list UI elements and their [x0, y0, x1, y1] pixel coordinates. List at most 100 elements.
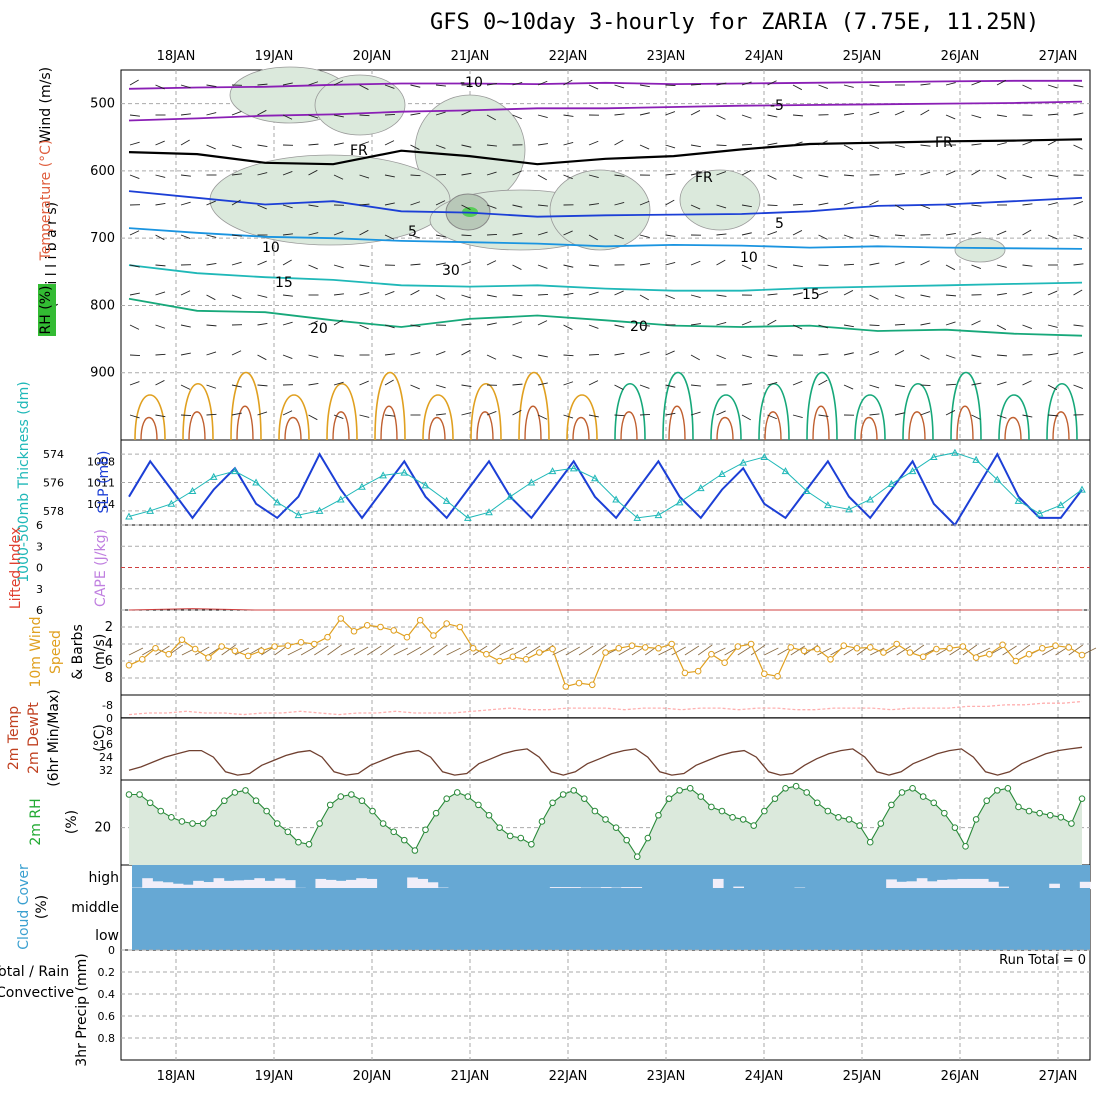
rh-marker: [284, 828, 292, 836]
cloud-high-gap: [1079, 881, 1091, 890]
cloud-high-gap: [947, 879, 959, 890]
rh-region: [314, 74, 406, 136]
wind-barb: [461, 349, 471, 356]
rh-marker: [157, 807, 165, 815]
rh-region: [549, 169, 651, 251]
temp-label-d: (°C): [92, 724, 108, 752]
cloud-fill: [132, 865, 1090, 950]
thickness-tick-label: 574: [43, 448, 64, 461]
wind-barb: [461, 294, 472, 299]
wind-barb: [384, 324, 395, 329]
isotherm-label: 15: [802, 287, 820, 303]
low-level-contour: [422, 394, 454, 441]
wind-barb: [843, 234, 854, 239]
wind-barb: [588, 203, 599, 206]
wind-barb: [1022, 84, 1032, 90]
wind-barb: [282, 321, 293, 326]
surface-wind-barb: [817, 647, 832, 656]
wind-barb: [563, 114, 574, 117]
rh-marker: [993, 787, 1001, 794]
wind-barb: [843, 112, 854, 116]
wind-barb: [639, 324, 650, 327]
rh-marker: [729, 814, 736, 821]
wind-barb: [129, 141, 140, 146]
rh-marker: [803, 789, 810, 796]
wind-barb: [563, 414, 574, 419]
temperature-side-label: Temperature (°C): [38, 140, 54, 262]
rh-marker: [231, 789, 239, 796]
wind-barb: [945, 410, 956, 416]
wind-barb: [843, 352, 854, 356]
thickness-line: [128, 452, 1083, 519]
wind-barb: [639, 112, 650, 116]
wind-barb: [996, 381, 1007, 386]
wind-speed-marker: [403, 633, 411, 641]
wind-barb: [945, 232, 956, 236]
wind-barb: [359, 324, 369, 330]
wind-barb: [614, 352, 625, 356]
surface-wind-barb: [221, 644, 236, 656]
cloud-high-gap: [172, 883, 184, 890]
wind-speed-marker: [999, 641, 1006, 649]
low-level-contour: [764, 411, 782, 441]
wind-barb: [1073, 84, 1084, 88]
rh-marker: [591, 807, 599, 815]
instability-tick-label: 6: [36, 519, 43, 532]
wind-barb: [945, 82, 956, 86]
wind-barb: [614, 113, 625, 116]
wind-speed-marker: [311, 640, 318, 648]
rh-marker: [506, 832, 514, 840]
rh-marker: [951, 824, 959, 831]
isotherm-line: [128, 100, 1083, 122]
wind-barb: [690, 172, 701, 176]
wind-barb: [843, 324, 854, 328]
wind-barb: [869, 84, 880, 87]
wind-speed-marker: [231, 647, 239, 655]
wind-speed-marker: [959, 643, 967, 650]
wind-barb: [333, 230, 344, 236]
wind-barb: [384, 414, 395, 417]
rh-marker: [750, 822, 758, 829]
wind-barb: [129, 292, 140, 296]
rh-marker: [718, 807, 726, 815]
wind-barb: [639, 294, 649, 301]
cloud-high-gap: [203, 882, 215, 890]
wind-barb: [257, 294, 268, 298]
wind-barb: [537, 174, 547, 181]
wind-barb: [792, 230, 803, 236]
wind-speed-marker: [1078, 651, 1086, 659]
wind-barb: [588, 324, 599, 329]
thickness-marker: [125, 512, 133, 520]
wind-barb: [639, 351, 650, 356]
wind-barb: [461, 204, 471, 210]
wind-speed-marker: [866, 644, 874, 651]
wind-barb: [945, 170, 956, 176]
wind-barb: [206, 144, 216, 150]
rh-marker: [199, 820, 207, 827]
wind-barb: [996, 292, 1007, 296]
wind-speed-marker: [734, 643, 742, 650]
rh-marker: [538, 818, 546, 825]
rh-marker: [559, 791, 567, 798]
wind-barb: [639, 144, 650, 150]
instability-tick-label: 3: [36, 583, 43, 596]
thickness-marker: [887, 479, 896, 487]
surface-wind-barb: [737, 645, 753, 656]
rh-marker: [835, 814, 842, 821]
wind-barb: [308, 354, 319, 358]
wind-barb: [333, 381, 344, 386]
wind-barb: [461, 234, 472, 237]
cloud-high-gap: [142, 878, 153, 890]
wind-barb: [512, 81, 523, 86]
wind-barb: [920, 109, 930, 116]
rh-marker: [888, 801, 895, 809]
low-level-contour: [428, 417, 446, 441]
wind-barb: [588, 264, 599, 267]
isotherm-label: 20: [630, 319, 648, 335]
wind-barb: [155, 414, 166, 418]
wind-barb: [1022, 174, 1033, 179]
wind-speed-marker: [853, 644, 861, 652]
wind-barb: [869, 262, 880, 266]
surface-wind-barb: [671, 646, 686, 656]
